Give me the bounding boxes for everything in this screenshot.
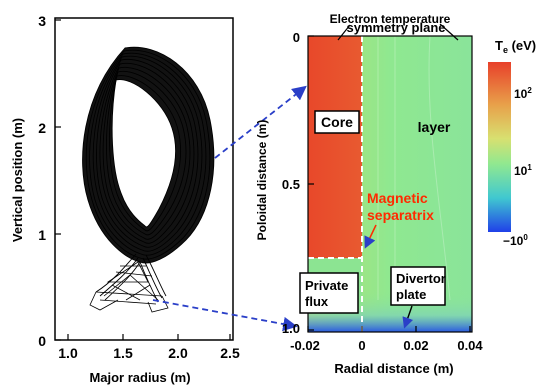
divertor-plate-label-line2: plate [396,287,426,302]
divertor-plate-label-line1: Divertor [396,271,446,286]
private-flux-box [299,272,359,314]
left-xlabel: Major radius (m) [89,370,190,385]
top-connector-arrow [214,85,307,159]
separatrix-label-line2: separatrix [367,207,434,223]
left-ytick-3: 3 [38,13,46,29]
right-xtick-0: -0.02 [290,338,320,353]
colorbar-title-t: T [495,38,503,53]
left-axis-ticks [55,19,231,341]
right-ytick-1: 1.0 [282,321,300,336]
core-label-box [314,110,360,134]
colorbar-gradient [488,62,511,232]
colorbar-tick-2-exp: 2 [527,86,532,95]
colorbar-tick-0-base: −10 [503,234,524,248]
right-xtick-3: 0.04 [457,338,483,353]
colorbar-tick-1-base: 10 [514,164,528,178]
sol-contours [377,35,451,301]
colorbar-title-main: Te (eV) [495,38,536,55]
layer-label: layer [418,119,451,135]
colorbar-tick-2-base: 10 [514,87,528,101]
symmetry-left-arrow [337,24,351,41]
separatrix-pointer [364,224,377,249]
colorbar-title-sub: e [503,45,508,55]
symmetry-plane-arrow [439,23,459,41]
title-electron-temperature: Electron temperature [330,12,451,26]
right-axis-ticks [307,35,471,332]
left-ytick-1: 1 [38,227,46,243]
right-xtick-2: 0.02 [403,338,428,353]
right-xlabel: Radial distance (m) [334,361,453,376]
colorbar-tick-0: −100 [503,233,528,248]
right-ytick-0: 0 [293,30,300,45]
title-symmetry-plane: symmetry plane [347,20,446,35]
separatrix-label-line1: Magnetic [367,190,428,206]
left-ylabel: Vertical position (m) [10,118,25,242]
colorbar-tick-1-exp: 1 [527,163,532,172]
divertor-plate-box [390,266,446,306]
left-xtick-2: 2.0 [168,345,188,361]
private-flux-label-line2: flux [305,294,329,309]
colorbar-title-unit: (eV) [508,38,536,53]
left-xtick-3: 2.5 [220,345,240,361]
left-panel: 0 1 2 3 1.0 1.5 2.0 2.5 Major radius (m)… [10,13,240,385]
colorbar: Te (eV) 102 101 −100 [488,38,536,248]
left-xtick-1: 1.5 [113,345,133,361]
right-xtick-1: 0 [358,338,365,353]
left-plot-frame [54,17,234,341]
left-ytick-0: 0 [38,333,46,349]
right-ytick-05: 0.5 [282,177,300,192]
left-ytick-2: 2 [38,120,46,136]
colorbar-tick-2: 102 [514,86,532,101]
bottom-connector-arrow [152,299,298,332]
core-label: Core [321,114,353,130]
colorbar-tick-0-exp: 0 [523,233,528,242]
right-panel: Electron temperature symmetry plane Core… [255,12,483,376]
colorbar-tick-1: 101 [514,163,532,178]
divertor-plate-pointer [402,305,414,329]
core-region [308,36,362,258]
flux-surface-fill [82,47,214,264]
left-xtick-0: 1.0 [58,345,78,361]
private-flux-label-line1: Private [305,278,348,293]
right-ylabel: Poloidal distance (m) [255,120,269,241]
